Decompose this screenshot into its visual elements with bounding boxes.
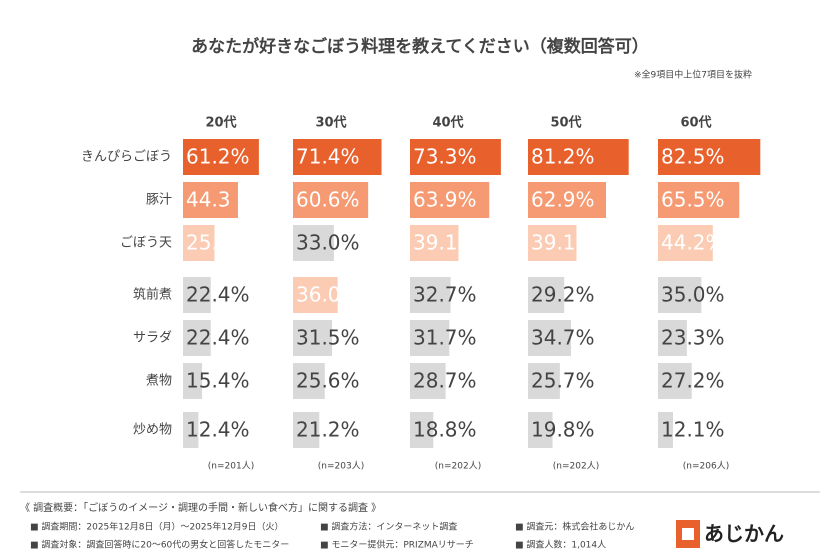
bar bbox=[658, 225, 713, 261]
value-label: 33.0% bbox=[296, 231, 360, 255]
bar bbox=[528, 363, 560, 399]
footer-item: ■ 調査方法：インターネット調査 bbox=[320, 521, 457, 533]
category-label: サラダ bbox=[133, 331, 172, 346]
footer-item: ■ モニター提供元：PRIZMAリサーチ bbox=[320, 539, 474, 551]
bar bbox=[410, 320, 450, 356]
value-label: 25.7% bbox=[531, 369, 595, 393]
bar bbox=[410, 277, 451, 313]
sample-size: (n=202人) bbox=[553, 461, 599, 472]
value-label: 25.4% bbox=[186, 231, 250, 255]
bar bbox=[658, 139, 761, 175]
bar bbox=[658, 363, 692, 399]
series-label: 50代 bbox=[550, 115, 581, 131]
series-label: 30代 bbox=[315, 115, 346, 131]
value-label: 21.2% bbox=[296, 418, 360, 442]
category-label: 筑前煮 bbox=[133, 287, 172, 303]
footer-item: ■ 調査元：株式会社あじかん bbox=[515, 521, 634, 533]
sample-size: (n=203人) bbox=[318, 461, 364, 472]
value-label: 23.3% bbox=[661, 326, 725, 350]
bar bbox=[658, 182, 740, 218]
value-label: 12.1% bbox=[661, 418, 725, 442]
bar bbox=[183, 277, 211, 313]
value-label: 71.4% bbox=[296, 145, 360, 169]
value-label: 82.5% bbox=[661, 145, 725, 169]
series-label: 60代 bbox=[680, 115, 711, 131]
value-label: 22.4% bbox=[186, 283, 250, 307]
value-label: 44.2% bbox=[661, 231, 725, 255]
value-label: 19.8% bbox=[531, 418, 595, 442]
value-label: 34.7% bbox=[531, 326, 595, 350]
footer-item: ■ 調査期間：2025年12月8日（月）～2025年12月9日（火） bbox=[30, 521, 284, 533]
logo-icon-inner bbox=[682, 528, 694, 540]
bar bbox=[658, 412, 674, 448]
value-label: 31.5% bbox=[296, 326, 360, 350]
value-label: 65.5% bbox=[661, 188, 725, 212]
bar bbox=[293, 225, 334, 261]
bar bbox=[293, 139, 382, 175]
bar bbox=[183, 225, 215, 261]
value-label: 25.6% bbox=[296, 369, 360, 393]
series-label: 20代 bbox=[205, 115, 236, 131]
value-label: 12.4% bbox=[186, 418, 250, 442]
bar bbox=[528, 412, 553, 448]
category-label: ごぼう天 bbox=[120, 235, 172, 251]
sample-size: (n=206人) bbox=[683, 461, 729, 472]
value-label: 36.0% bbox=[296, 283, 360, 307]
bar bbox=[658, 320, 687, 356]
bar bbox=[183, 363, 203, 399]
value-label: 18.8% bbox=[413, 418, 477, 442]
value-label: 29.2% bbox=[531, 283, 595, 307]
sample-size: (n=201人) bbox=[208, 461, 254, 472]
bar bbox=[183, 320, 211, 356]
value-label: 81.2% bbox=[531, 145, 595, 169]
value-label: 31.7% bbox=[413, 326, 477, 350]
bar bbox=[658, 277, 702, 313]
value-label: 44.3 bbox=[186, 188, 231, 212]
bar bbox=[293, 277, 338, 313]
value-label: 61.2% bbox=[186, 145, 250, 169]
logo: あじかん bbox=[704, 522, 784, 546]
subtitle: ※全9項目中上位7項目を抜粋 bbox=[634, 69, 752, 81]
value-label: 39.1% bbox=[531, 231, 595, 255]
bar bbox=[183, 182, 238, 218]
bar bbox=[293, 320, 333, 356]
bar bbox=[528, 182, 606, 218]
category-label: 豚汁 bbox=[146, 193, 172, 208]
bar bbox=[410, 412, 434, 448]
bar bbox=[293, 412, 320, 448]
chart-title: あなたが好きなごぼう料理を教えてください（複数回答可） bbox=[191, 36, 649, 57]
bar bbox=[410, 225, 459, 261]
bar bbox=[528, 225, 577, 261]
bar bbox=[183, 412, 199, 448]
category-label: きんぴらごぼう bbox=[81, 149, 172, 165]
bar bbox=[528, 139, 629, 175]
bar bbox=[410, 139, 501, 175]
category-label: 炒め物 bbox=[133, 423, 172, 438]
series-label: 40代 bbox=[432, 115, 463, 131]
bar bbox=[293, 363, 325, 399]
footer-item: ■ 調査人数：1,014人 bbox=[515, 539, 606, 551]
bar bbox=[410, 363, 446, 399]
bar bbox=[410, 182, 490, 218]
sample-size: (n=202人) bbox=[435, 461, 481, 472]
value-label: 73.3% bbox=[413, 145, 477, 169]
value-label: 63.9% bbox=[413, 188, 477, 212]
value-label: 15.4% bbox=[186, 369, 250, 393]
value-label: 60.6% bbox=[296, 188, 360, 212]
bar bbox=[293, 182, 369, 218]
value-label: 35.0% bbox=[661, 283, 725, 307]
value-label: 32.7% bbox=[413, 283, 477, 307]
category-label: 煮物 bbox=[146, 374, 172, 389]
value-label: 62.9% bbox=[531, 188, 595, 212]
value-label: 27.2% bbox=[661, 369, 725, 393]
value-label: 22.4% bbox=[186, 326, 250, 350]
value-label: 28.7% bbox=[413, 369, 477, 393]
footer-heading: 《 調査概要：「ごぼうのイメージ・調理の手間・新しい食べ方」に関する調査 》 bbox=[20, 501, 381, 514]
bar bbox=[528, 320, 572, 356]
footer-item: ■ 調査対象：調査回答時に20～60代の男女と回答したモニター bbox=[30, 539, 289, 551]
bar bbox=[528, 277, 565, 313]
value-label: 39.1% bbox=[413, 231, 477, 255]
bar bbox=[183, 139, 259, 175]
